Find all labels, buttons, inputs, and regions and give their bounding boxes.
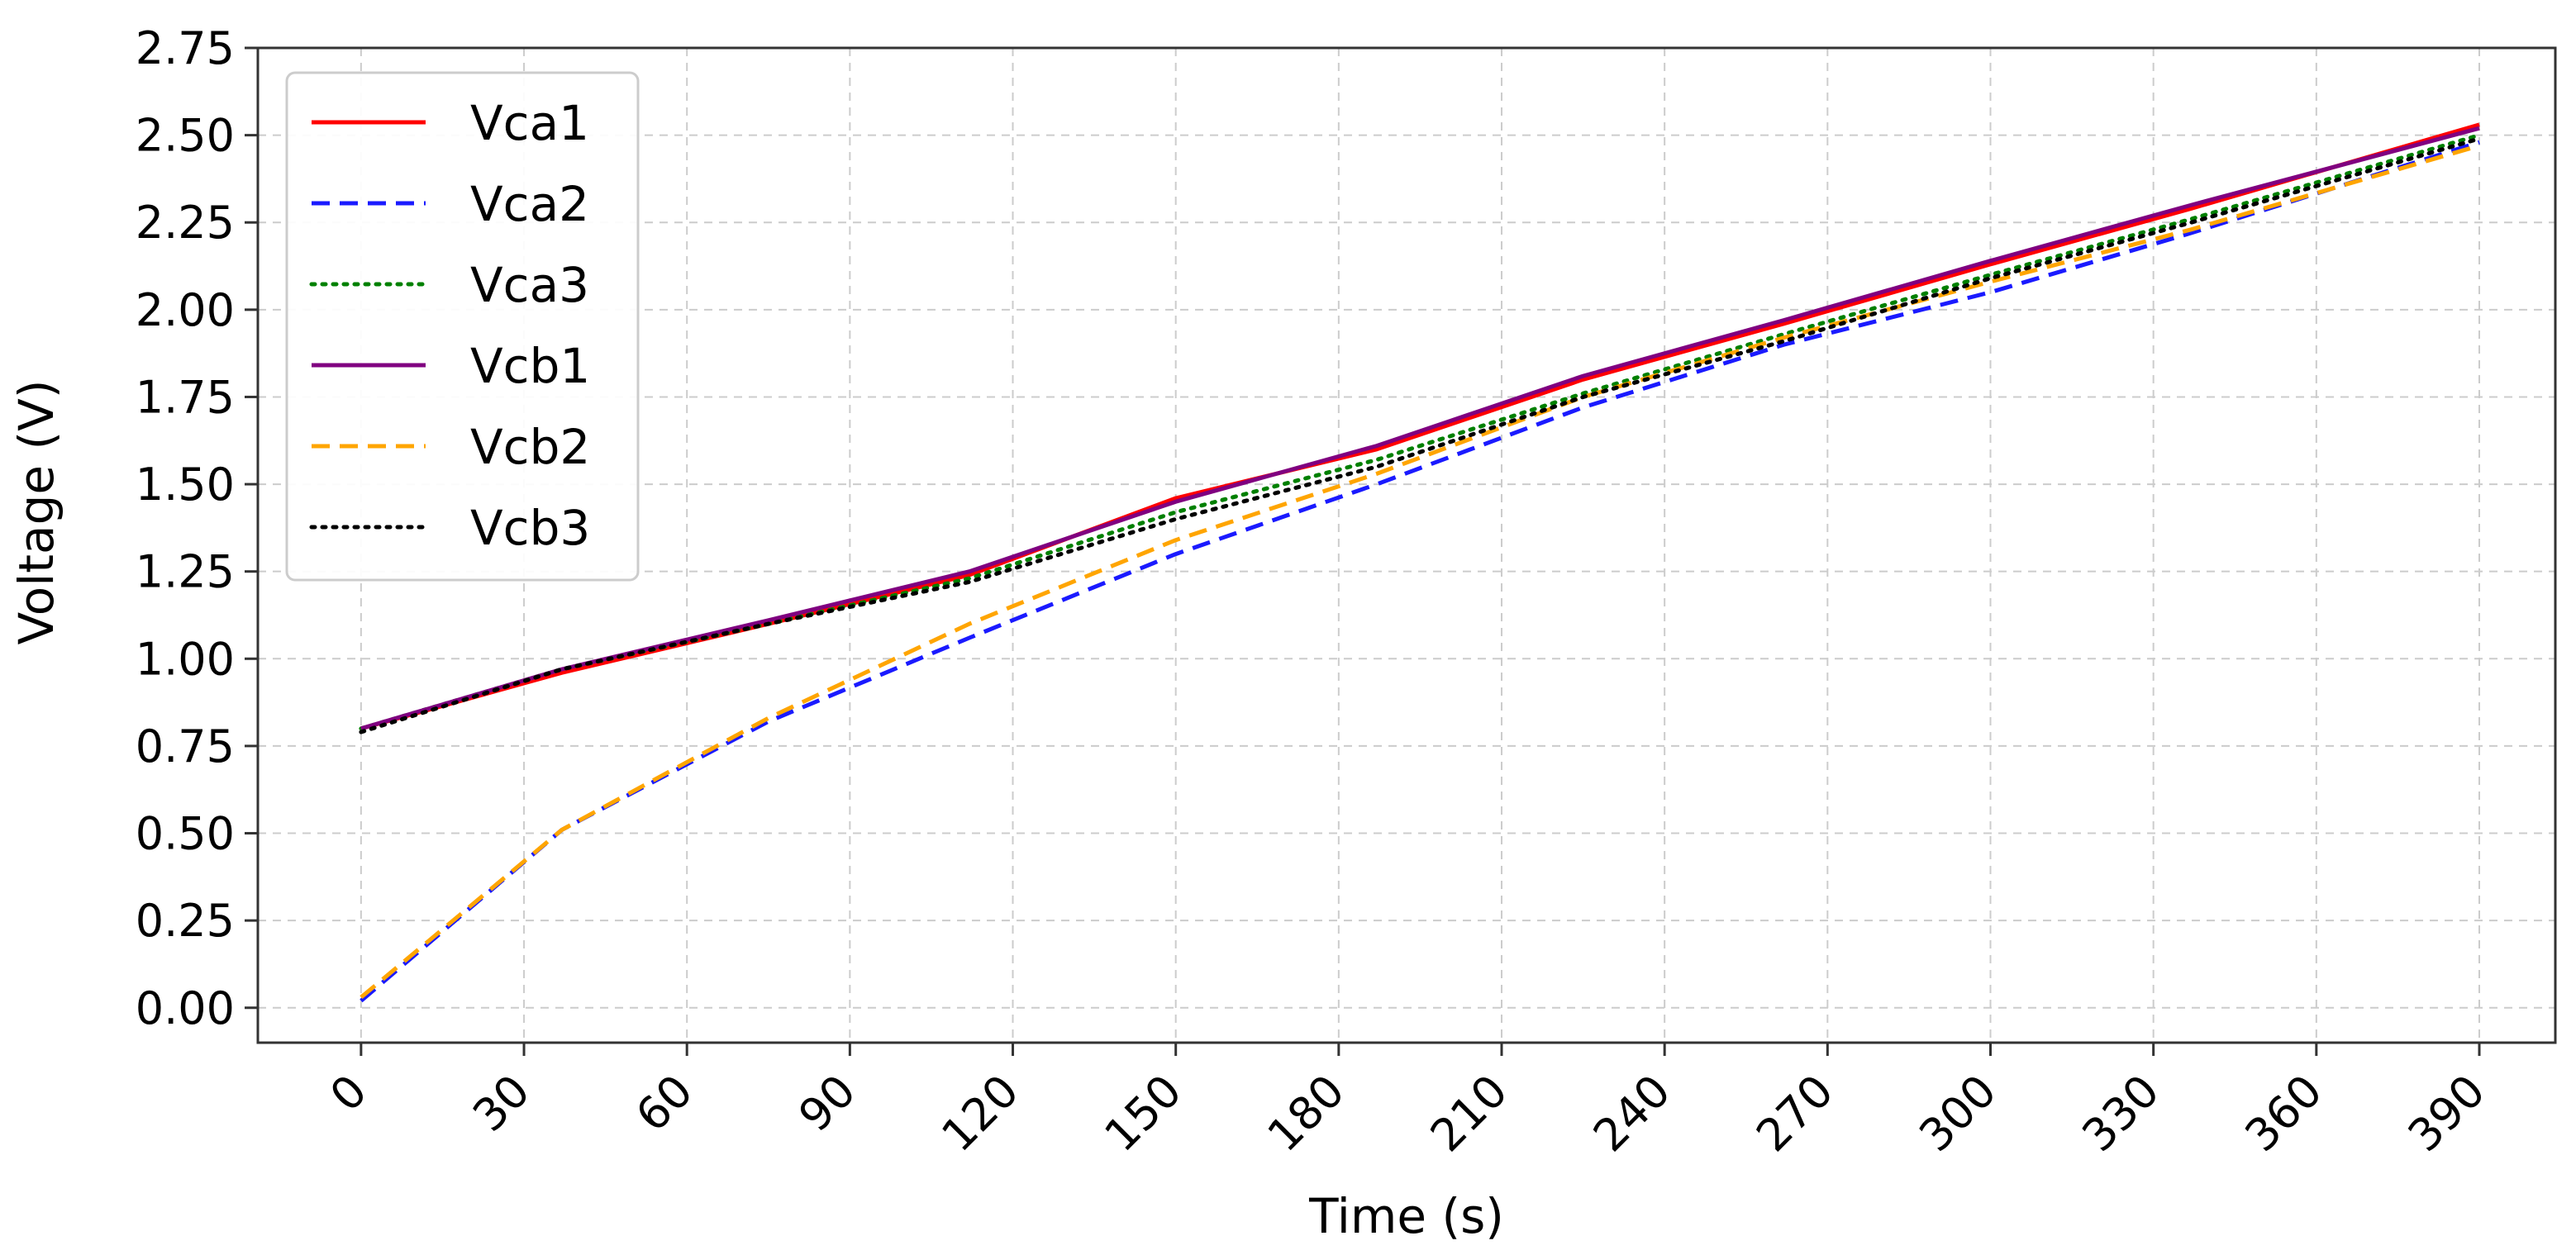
y-tick-label: 0.50 <box>136 808 235 860</box>
legend: Vca1 Vca2 Vca3 Vcb1 Vcb2 Vcb3 <box>285 71 640 582</box>
y-axis-ticks: 0.00 0.25 0.50 0.75 1.00 1.25 1.50 1.75 2.00 2.25… <box>136 22 258 1034</box>
x-tick-label: 390 <box>2398 1065 2495 1162</box>
legend-label: Vca1 <box>470 95 589 151</box>
y-tick-label: 2.00 <box>136 284 235 336</box>
plot-area-frame <box>256 46 2557 1044</box>
legend-label: Vcb1 <box>470 338 590 394</box>
legend-label: Vcb2 <box>470 419 590 475</box>
x-tick-label: 90 <box>788 1065 865 1142</box>
y-tick-label: 2.75 <box>136 22 235 74</box>
x-tick-label: 360 <box>2236 1065 2332 1162</box>
series-line-vcb2 <box>359 143 2480 1000</box>
x-axis-ticks: 0 30 60 90 120 150 180 210 240 270 300 330 360 390 <box>320 1043 2495 1162</box>
y-tick-label: 1.50 <box>136 459 235 511</box>
series-line-vca3 <box>359 133 2482 731</box>
legend-frame <box>285 71 640 582</box>
series-line-vca2 <box>359 140 2480 1003</box>
y-axis-label: Voltage (V) <box>8 380 64 645</box>
x-tick-label: 300 <box>1909 1065 2006 1162</box>
y-tick-label: 2.25 <box>136 197 235 249</box>
x-tick-label: 30 <box>463 1065 540 1142</box>
legend-label: Vca3 <box>470 257 589 313</box>
x-tick-label: 210 <box>1421 1065 1517 1162</box>
x-tick-label: 270 <box>1746 1065 1843 1162</box>
x-tick-label: 60 <box>626 1065 702 1142</box>
y-tick-label: 0.00 <box>136 982 235 1034</box>
x-tick-label: 330 <box>2072 1065 2169 1162</box>
x-tick-label: 150 <box>1094 1065 1191 1162</box>
series-line-vca1 <box>360 122 2480 731</box>
series-line-vcb3 <box>359 136 2482 734</box>
y-tick-label: 0.75 <box>136 720 235 772</box>
y-tick-label: 2.50 <box>136 110 235 162</box>
series-lines <box>359 122 2482 1003</box>
legend-label: Vcb3 <box>470 500 590 556</box>
series-line-vcb1 <box>360 126 2480 731</box>
x-tick-label: 240 <box>1583 1065 1680 1162</box>
y-tick-label: 1.00 <box>136 633 235 685</box>
x-tick-label: 0 <box>320 1065 377 1122</box>
x-tick-label: 120 <box>931 1065 1028 1162</box>
y-tick-label: 1.25 <box>136 546 235 598</box>
x-axis-label: Time (s) <box>1308 1188 1504 1244</box>
x-tick-label: 180 <box>1258 1065 1355 1162</box>
legend-label: Vca2 <box>470 176 589 232</box>
y-tick-label: 0.25 <box>136 895 235 947</box>
y-tick-label: 1.75 <box>136 371 235 423</box>
